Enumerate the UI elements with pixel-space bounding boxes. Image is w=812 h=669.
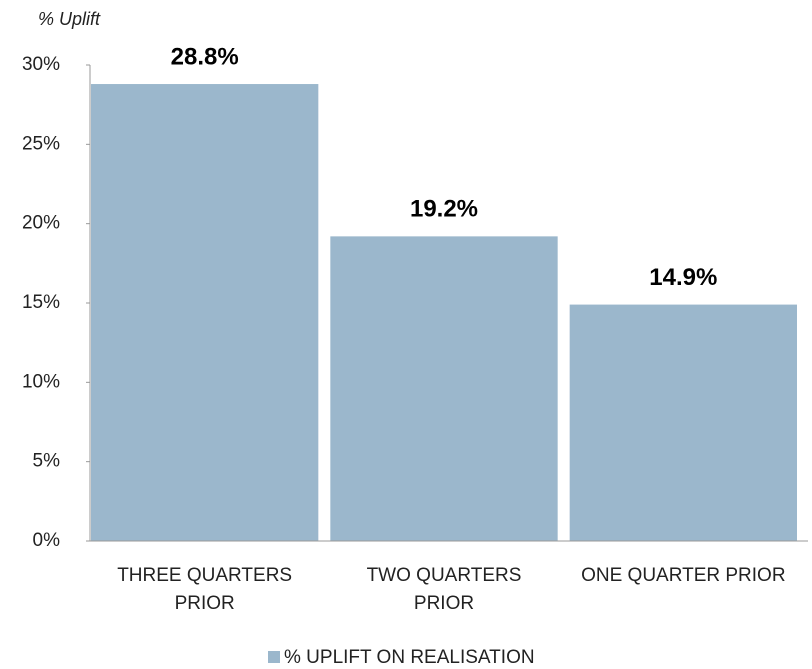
x-tick-label: ONE QUARTER PRIOR (581, 565, 785, 586)
x-tick-label: TWO QUARTERS PRIOR (367, 565, 522, 614)
y-tick-label: 0% (33, 530, 61, 551)
x-tick-label: THREE QUARTERS PRIOR (117, 565, 292, 614)
y-axis-label: % Uplift (38, 9, 101, 29)
value-label: 14.9% (649, 264, 717, 291)
legend-label: % UPLIFT ON REALISATION (284, 647, 535, 668)
y-tick-label: 25% (22, 133, 60, 154)
value-label: 28.8% (171, 43, 239, 70)
y-tick-label: 15% (22, 292, 60, 313)
legend: % UPLIFT ON REALISATION (268, 647, 535, 668)
bar (569, 304, 797, 541)
value-label: 19.2% (410, 196, 478, 223)
bar (330, 236, 558, 542)
bar (91, 84, 319, 541)
y-tick-label: 10% (22, 371, 60, 392)
y-tick-label: 5% (33, 451, 61, 472)
y-tick-label: 30% (22, 54, 60, 75)
legend-swatch (268, 651, 280, 663)
y-tick-label: 20% (22, 213, 60, 234)
